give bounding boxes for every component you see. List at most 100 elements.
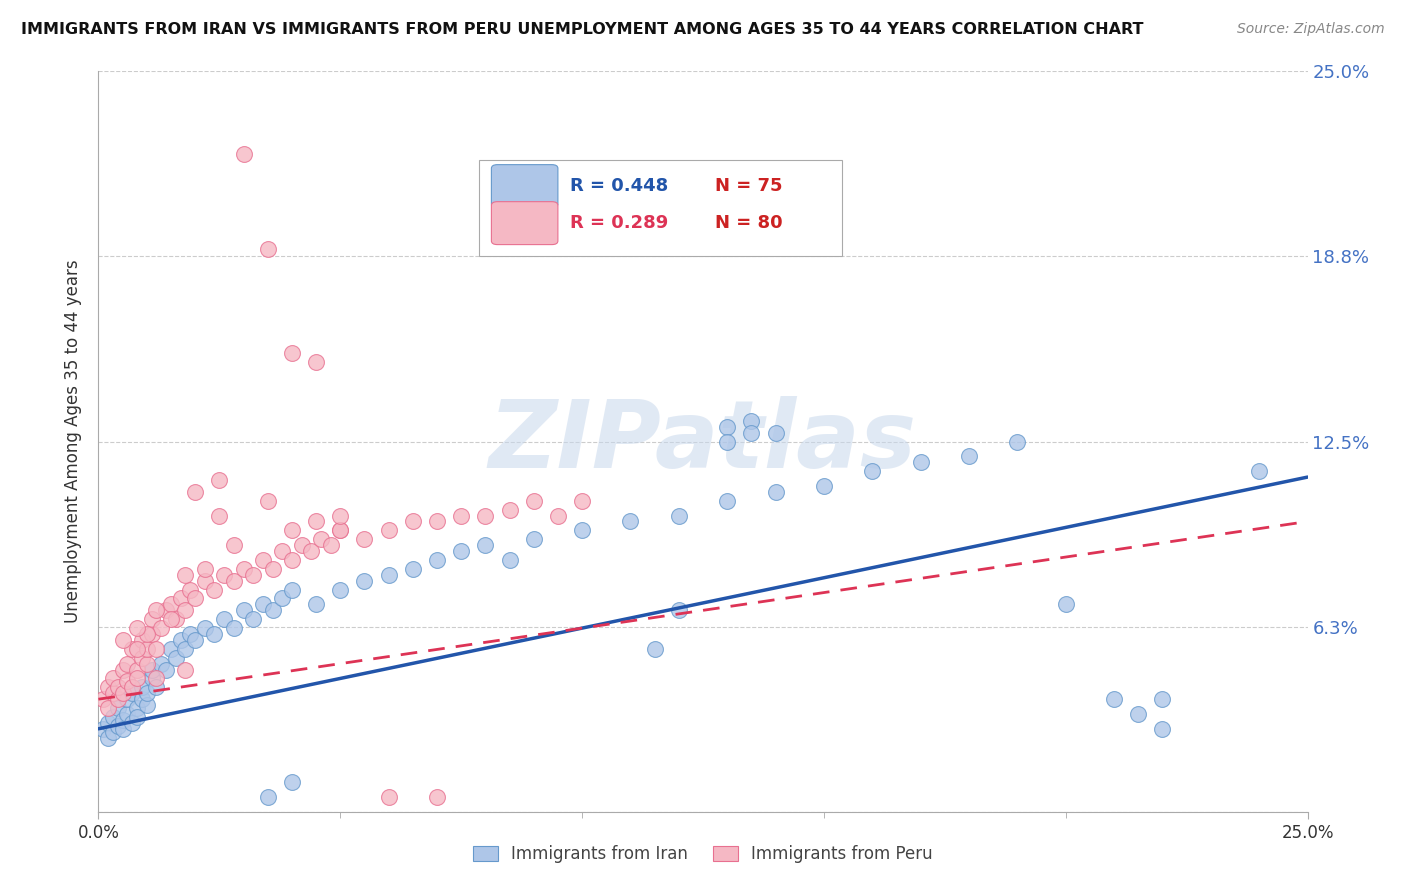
Point — [281, 524, 304, 538]
Point — [305, 515, 328, 529]
Point — [208, 473, 231, 487]
Point — [377, 524, 399, 538]
Point — [131, 681, 153, 695]
Text: ZIPatlas: ZIPatlas — [489, 395, 917, 488]
Point — [740, 414, 762, 428]
Text: IMMIGRANTS FROM IRAN VS IMMIGRANTS FROM PERU UNEMPLOYMENT AMONG AGES 35 TO 44 YE: IMMIGRANTS FROM IRAN VS IMMIGRANTS FROM … — [21, 22, 1143, 37]
Point — [498, 553, 520, 567]
Point — [121, 715, 143, 730]
Text: N = 80: N = 80 — [716, 214, 783, 232]
FancyBboxPatch shape — [479, 161, 842, 257]
Text: Source: ZipAtlas.com: Source: ZipAtlas.com — [1237, 22, 1385, 37]
Point — [127, 710, 149, 724]
Point — [222, 538, 245, 552]
Point — [101, 724, 124, 739]
Point — [127, 663, 149, 677]
Point — [450, 544, 472, 558]
Point — [426, 515, 449, 529]
Point — [145, 641, 167, 656]
Point — [474, 538, 496, 552]
Point — [402, 562, 425, 576]
Point — [252, 598, 274, 612]
Point — [160, 641, 183, 656]
Point — [426, 553, 449, 567]
Point — [194, 621, 217, 635]
Point — [212, 612, 235, 626]
Point — [131, 650, 153, 665]
Point — [169, 591, 191, 606]
Point — [716, 434, 738, 449]
Point — [208, 508, 231, 523]
Point — [281, 582, 304, 597]
Point — [377, 567, 399, 582]
Point — [101, 672, 124, 686]
Point — [121, 681, 143, 695]
Point — [1007, 434, 1029, 449]
Point — [101, 710, 124, 724]
Point — [165, 650, 187, 665]
Point — [571, 493, 593, 508]
Point — [135, 641, 157, 656]
Point — [97, 701, 120, 715]
Point — [184, 591, 207, 606]
Point — [107, 692, 129, 706]
Point — [860, 464, 883, 478]
Point — [1054, 598, 1077, 612]
Point — [450, 508, 472, 523]
Point — [252, 553, 274, 567]
Point — [194, 574, 217, 588]
Point — [377, 789, 399, 804]
Point — [1152, 692, 1174, 706]
Point — [131, 692, 153, 706]
Point — [232, 147, 254, 161]
Point — [111, 632, 134, 647]
Point — [97, 715, 120, 730]
Point — [523, 533, 546, 547]
Point — [101, 686, 124, 700]
Point — [111, 713, 134, 727]
Point — [281, 345, 304, 359]
Point — [353, 533, 375, 547]
Point — [256, 789, 278, 804]
Point — [329, 524, 352, 538]
Text: N = 75: N = 75 — [716, 178, 783, 195]
Y-axis label: Unemployment Among Ages 35 to 44 years: Unemployment Among Ages 35 to 44 years — [65, 260, 83, 624]
Point — [716, 493, 738, 508]
Point — [426, 789, 449, 804]
Point — [281, 553, 304, 567]
Point — [305, 354, 328, 368]
Point — [131, 632, 153, 647]
Point — [160, 598, 183, 612]
Point — [111, 686, 134, 700]
Point — [117, 657, 139, 671]
Point — [813, 479, 835, 493]
Point — [117, 706, 139, 721]
Point — [194, 562, 217, 576]
Point — [141, 663, 163, 677]
Point — [145, 672, 167, 686]
FancyBboxPatch shape — [492, 165, 558, 208]
Point — [281, 775, 304, 789]
FancyBboxPatch shape — [492, 202, 558, 244]
Point — [668, 603, 690, 617]
Point — [299, 544, 322, 558]
Point — [309, 533, 332, 547]
Point — [571, 524, 593, 538]
Point — [523, 493, 546, 508]
Point — [141, 672, 163, 686]
Point — [232, 603, 254, 617]
Point — [91, 692, 114, 706]
Point — [910, 455, 932, 469]
Point — [107, 681, 129, 695]
Point — [668, 508, 690, 523]
Point — [135, 698, 157, 712]
Point — [242, 567, 264, 582]
Point — [127, 672, 149, 686]
Point — [107, 719, 129, 733]
Point — [111, 722, 134, 736]
Point — [141, 612, 163, 626]
Point — [174, 641, 197, 656]
Point — [97, 681, 120, 695]
Point — [121, 686, 143, 700]
Point — [135, 627, 157, 641]
